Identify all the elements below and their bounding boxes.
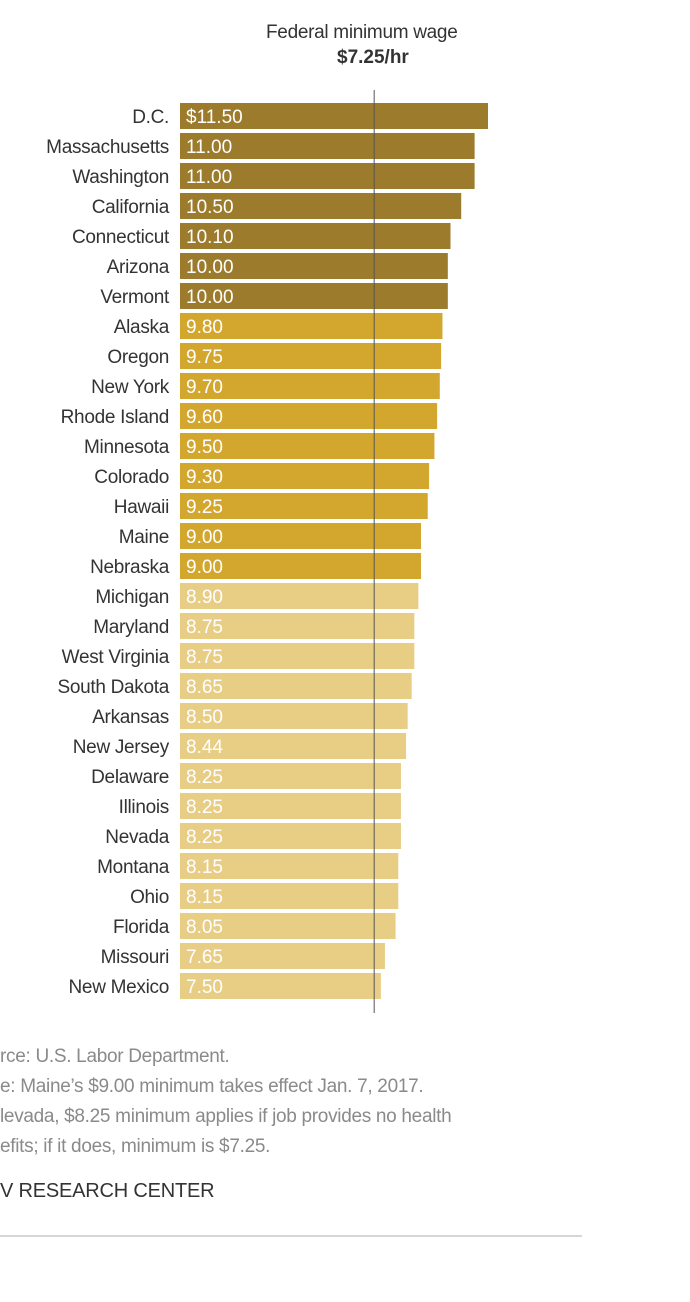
value-label: 11.00 (186, 137, 232, 158)
bar (180, 793, 401, 819)
category-label: Oregon (107, 347, 169, 368)
category-label: Connecticut (72, 227, 170, 248)
value-label: 8.25 (186, 767, 223, 788)
note-line-1: e: Maine’s $9.00 minimum takes effect Ja… (0, 1076, 424, 1097)
value-label: 8.15 (186, 887, 223, 908)
category-label: South Dakota (57, 677, 169, 698)
brand-label: V RESEARCH CENTER (0, 1180, 215, 1202)
value-label: 8.65 (186, 677, 223, 698)
bar (180, 253, 448, 279)
bar (180, 433, 435, 459)
bar (180, 643, 415, 669)
bar (180, 283, 448, 309)
bar (180, 463, 430, 489)
note-line-2: levada, $8.25 minimum applies if job pro… (0, 1106, 452, 1127)
value-label: 8.25 (186, 827, 223, 848)
value-label: 7.50 (186, 977, 223, 998)
category-label: Hawaii (114, 497, 169, 518)
bar (180, 823, 401, 849)
chart-title: Federal minimum wage (266, 22, 458, 43)
bar (180, 223, 451, 249)
category-label: Minnesota (84, 437, 170, 458)
value-label: $11.50 (186, 107, 243, 128)
bar (180, 343, 442, 369)
value-label: 10.10 (186, 227, 234, 248)
category-label: Michigan (95, 587, 169, 608)
value-label: 9.70 (186, 377, 223, 398)
value-label: 9.25 (186, 497, 223, 518)
value-label: 8.15 (186, 857, 223, 878)
source-note: rce: U.S. Labor Department. (0, 1046, 230, 1067)
reference-line-label: $7.25/hr (337, 47, 409, 68)
value-label: 7.65 (186, 947, 223, 968)
value-label: 9.00 (186, 557, 223, 578)
category-label: Alaska (114, 317, 170, 338)
category-label: Arkansas (92, 707, 169, 728)
bar (180, 763, 401, 789)
category-label: Ohio (130, 887, 169, 908)
category-label: Delaware (91, 767, 169, 788)
value-label: 9.60 (186, 407, 223, 428)
category-label: West Virginia (62, 647, 170, 668)
value-label: 9.00 (186, 527, 223, 548)
value-label: 8.75 (186, 617, 223, 638)
bar (180, 733, 407, 759)
category-label: Florida (113, 917, 170, 938)
bar (180, 103, 488, 129)
category-label: Illinois (119, 797, 169, 818)
value-label: 9.80 (186, 317, 223, 338)
category-label: Washington (72, 167, 169, 188)
value-label: 11.00 (186, 167, 232, 188)
category-label: New Jersey (73, 737, 170, 758)
bar (180, 163, 475, 189)
category-label: Arizona (107, 257, 170, 278)
bar (180, 523, 422, 549)
value-label: 9.50 (186, 437, 223, 458)
bar (180, 973, 381, 999)
note-line-3: efits; if it does, minimum is $7.25. (0, 1136, 271, 1157)
category-label: California (92, 197, 170, 218)
value-label: 8.05 (186, 917, 223, 938)
value-label: 8.90 (186, 587, 223, 608)
bar (180, 373, 440, 399)
category-label: Missouri (101, 947, 169, 968)
bar (180, 313, 443, 339)
bar (180, 553, 422, 579)
bar (180, 133, 475, 159)
value-label: 9.30 (186, 467, 223, 488)
category-label: Maine (119, 527, 169, 548)
bar-chart: D.C. $11.50 Massachusetts 11.00 Washington 11… (46, 90, 488, 1013)
category-label: Rhode Island (61, 407, 169, 428)
value-label: 10.00 (186, 257, 234, 278)
bar (180, 913, 396, 939)
category-label: D.C. (132, 107, 169, 128)
category-label: Maryland (93, 617, 169, 638)
bar (180, 943, 385, 969)
bar (180, 853, 399, 879)
bar (180, 493, 428, 519)
category-label: Nebraska (90, 557, 170, 578)
value-label: 10.50 (186, 197, 234, 218)
category-label: New Mexico (69, 977, 169, 998)
category-label: Montana (97, 857, 170, 878)
bar (180, 583, 419, 609)
value-label: 8.75 (186, 647, 223, 668)
category-label: Colorado (94, 467, 169, 488)
category-label: Massachusetts (46, 137, 169, 158)
value-label: 8.44 (186, 737, 223, 758)
divider (0, 1235, 582, 1237)
bar (180, 703, 408, 729)
category-label: Vermont (100, 287, 170, 308)
category-label: Nevada (105, 827, 169, 848)
value-label: 9.75 (186, 347, 223, 368)
value-label: 8.25 (186, 797, 223, 818)
value-label: 10.00 (186, 287, 234, 308)
bar (180, 613, 415, 639)
bar (180, 883, 399, 909)
bar (180, 403, 438, 429)
value-label: 8.50 (186, 707, 223, 728)
bar (180, 673, 412, 699)
bar (180, 193, 462, 219)
category-label: New York (91, 377, 170, 398)
